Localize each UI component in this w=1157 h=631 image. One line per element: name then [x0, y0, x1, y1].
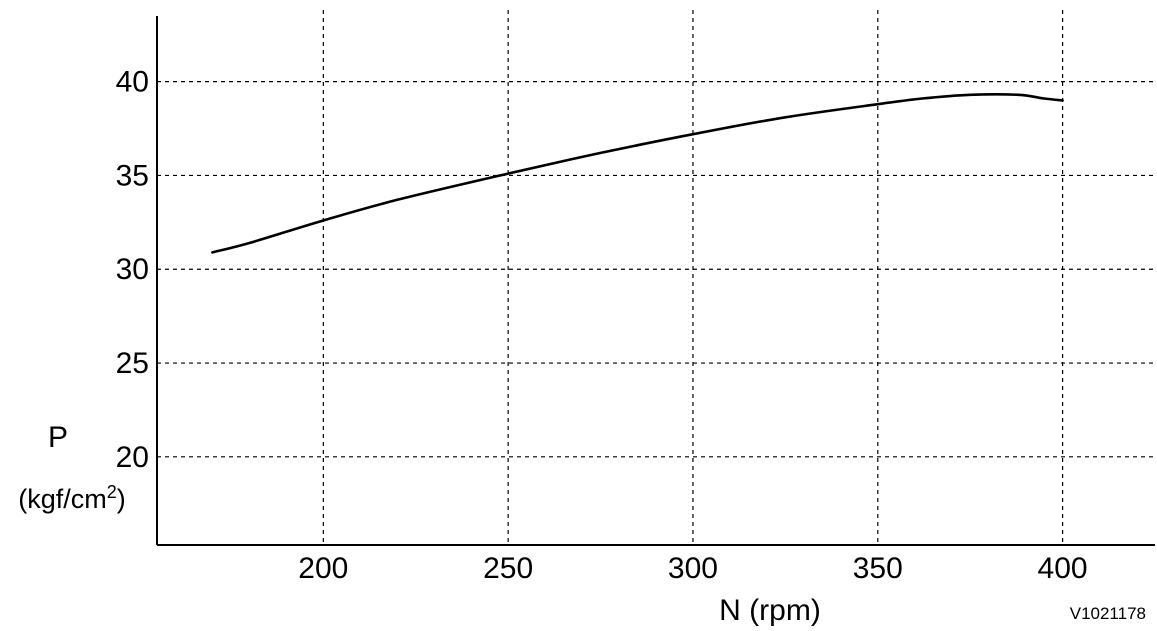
tick-labels: 200 250 300 350 400 20 25 30 35 40 [116, 66, 1088, 585]
series-line [211, 93, 1064, 254]
y-unit-base: (kgf/cm [18, 484, 107, 514]
y-axis-title: P [48, 421, 68, 454]
y-unit-close: ) [117, 484, 126, 514]
x-tick-label: 200 [298, 552, 348, 585]
grid-lines [157, 10, 1155, 545]
y-tick-label: 30 [116, 253, 149, 286]
y-tick-label: 20 [116, 441, 149, 474]
x-axis-title: N (rpm) [719, 594, 821, 627]
figure-code: V1021178 [1070, 604, 1146, 623]
y-tick-label: 40 [116, 66, 149, 99]
x-tick-label: 250 [483, 552, 533, 585]
x-tick-label: 300 [668, 552, 718, 585]
x-tick-label: 400 [1038, 552, 1088, 585]
y-tick-label: 25 [116, 347, 149, 380]
x-tick-label: 350 [853, 552, 903, 585]
y-unit-superscript: 2 [107, 482, 117, 502]
series-layer [211, 93, 1064, 254]
y-tick-label: 35 [116, 159, 149, 192]
y-axis-unit: (kgf/cm2) [18, 482, 126, 514]
axes [156, 16, 1155, 546]
